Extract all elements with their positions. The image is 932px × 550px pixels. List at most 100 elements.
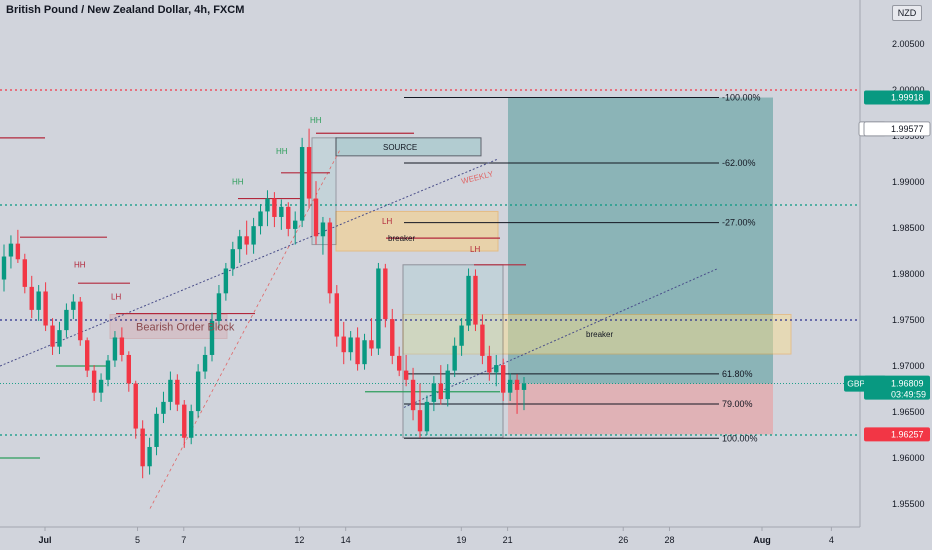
candle [494, 354, 499, 387]
candle-body [369, 340, 374, 349]
candle [244, 220, 249, 255]
pivot-label-2: HH [232, 178, 244, 187]
candle [286, 202, 291, 237]
price-tag-1-bg [864, 427, 930, 442]
pivot-label-6: LH [470, 245, 480, 254]
current-countdown: 03:49:59 [891, 390, 926, 400]
candle-body [202, 354, 208, 372]
candle [175, 374, 180, 412]
candle-body [64, 309, 69, 331]
candle-body [320, 222, 326, 237]
time-tick-2: 7 [181, 535, 186, 545]
candle-body [438, 383, 443, 400]
pivot-label-5: LH [382, 217, 392, 226]
candle-body [126, 354, 131, 384]
candle-body [410, 379, 416, 411]
candle-body [299, 147, 305, 221]
candle [133, 380, 138, 439]
candle-body [459, 325, 464, 346]
fib-label-2: -27.00% [722, 218, 756, 228]
price-tick-1: 2.00000 [892, 85, 925, 95]
candle [383, 263, 388, 328]
bearish-ob-label: Bearish Order Block [136, 321, 235, 333]
candle-body [362, 340, 367, 365]
candle-body [487, 355, 492, 373]
candle [501, 358, 506, 401]
candle [251, 217, 256, 254]
candle [140, 420, 145, 479]
candle-body [501, 365, 506, 393]
candle [313, 181, 319, 245]
candle [445, 364, 450, 407]
time-tick-0: Jul [38, 535, 51, 545]
candle [78, 297, 83, 346]
candle-body [112, 337, 118, 361]
candle-body [313, 198, 319, 237]
candle-body [36, 291, 41, 310]
price-tick-9: 1.96000 [892, 453, 925, 463]
candle-body [279, 206, 284, 217]
candle-body [272, 198, 277, 217]
price-tick-8: 1.96500 [892, 407, 925, 417]
candle-body [494, 365, 499, 373]
candle [355, 327, 360, 371]
candle [91, 365, 97, 401]
price-tick-5: 1.98000 [892, 269, 925, 279]
position-stop-zone [508, 383, 773, 435]
high-price: 1.99577 [891, 124, 924, 134]
time-tick-8: 28 [664, 535, 674, 545]
candle-body [306, 147, 312, 199]
candle [265, 190, 270, 227]
candle [369, 318, 374, 356]
candle [15, 229, 21, 263]
time-tick-7: 26 [618, 535, 628, 545]
price-tag-0-bg [864, 90, 930, 105]
candle-body [182, 404, 187, 438]
candle-body [230, 249, 235, 269]
candle [85, 337, 90, 378]
lower-trendline [403, 268, 719, 408]
candle-body [57, 330, 62, 347]
time-tick-6: 21 [503, 535, 513, 545]
candle-body [244, 236, 249, 245]
candle [327, 217, 333, 304]
candle-body [286, 206, 291, 229]
pivot-label-3: HH [74, 260, 86, 269]
weekly-trendline [0, 158, 499, 367]
candle [320, 216, 326, 255]
time-tick-1: 5 [135, 535, 140, 545]
price-tick-4: 1.98500 [892, 223, 925, 233]
candle-body [334, 293, 339, 337]
candle [182, 400, 187, 448]
candle [431, 376, 437, 412]
candle-body [216, 293, 222, 321]
candle-body [175, 379, 180, 405]
candle [521, 377, 527, 411]
candle-body [521, 383, 527, 390]
candle [43, 282, 48, 332]
candle-body [105, 360, 111, 380]
source-label: SOURCE [383, 143, 417, 152]
candle [202, 346, 208, 379]
candle [417, 383, 423, 438]
current-price-bg [864, 375, 930, 400]
candle-body [154, 413, 159, 447]
candle-body [15, 243, 21, 260]
candle [105, 354, 111, 387]
candle-body [251, 226, 256, 245]
candle-body [85, 340, 90, 371]
candle [64, 303, 69, 338]
price-tick-7: 1.97000 [892, 361, 925, 371]
candle-body [71, 301, 76, 310]
candle-body [348, 337, 353, 353]
candle [209, 312, 215, 362]
currency-selector[interactable]: NZD [892, 5, 922, 21]
candle-body [147, 446, 152, 467]
candle-body [50, 325, 55, 347]
candle [459, 318, 464, 356]
fib-label-3: 61.80% [722, 369, 753, 379]
red-trendline [149, 149, 341, 509]
candle [438, 365, 443, 405]
